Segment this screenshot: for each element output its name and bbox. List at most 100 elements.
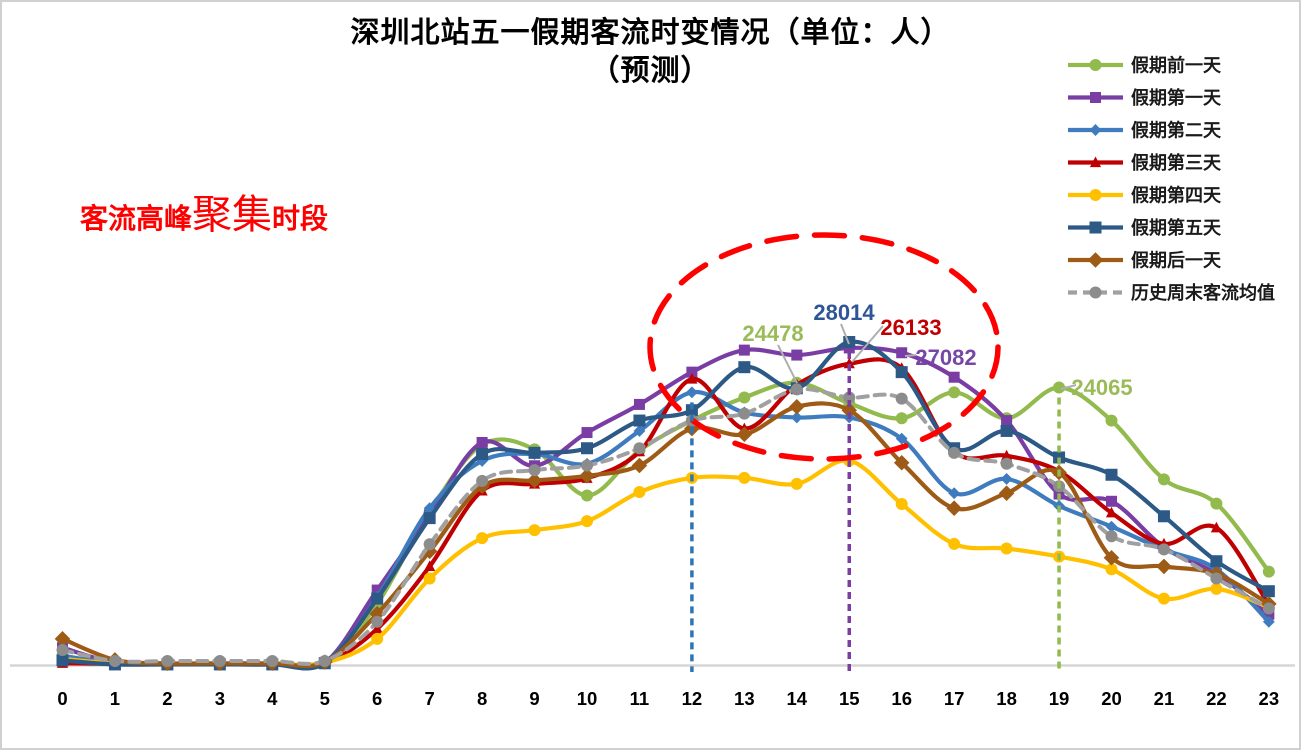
legend-marker-holiday-day5 [1089, 221, 1102, 234]
series-marker-historical-weekend-avg-h5 [318, 654, 331, 667]
x-axis-label-1: 1 [110, 688, 120, 709]
legend: 假期前一天假期第一天假期第二天假期第三天假期第四天假期第五天假期后一天历史周末客… [1068, 55, 1275, 303]
annotation-value-24065: 24065 [1071, 375, 1132, 400]
legend-label-holiday-day5: 假期第五天 [1131, 217, 1222, 238]
peak-highlight-ellipse [647, 232, 1001, 462]
series-marker-historical-weekend-avg-h13 [738, 407, 751, 420]
annotation-leader-28014 [840, 323, 850, 345]
legend-marker-holiday-day3 [1089, 156, 1102, 168]
series-marker-holiday-day1-h17 [948, 371, 960, 383]
series-marker-holiday-day4-h18 [1000, 542, 1013, 555]
annotation-value-24478: 24478 [742, 321, 803, 346]
series-marker-day-before-holiday-h23 [1262, 565, 1275, 578]
series-marker-historical-weekend-avg-h16 [895, 392, 908, 405]
series-marker-holiday-day5-h21 [1157, 510, 1170, 523]
x-axis-label-3: 3 [215, 688, 225, 709]
annotation-value-26133: 26133 [880, 315, 941, 340]
series-marker-holiday-day1-h14 [791, 349, 803, 361]
x-axis-label-18: 18 [996, 688, 1017, 709]
x-axis-label-15: 15 [839, 688, 860, 709]
series-marker-holiday-day2-h20 [1105, 520, 1118, 533]
legend-marker-day-after-holiday [1087, 252, 1104, 268]
annotation-27082: 27082 [904, 345, 977, 370]
x-axis-label-9: 9 [529, 688, 539, 709]
series-marker-holiday-day4-h14 [790, 477, 803, 490]
series-marker-holiday-day5-h10 [581, 442, 593, 455]
x-axis-label-23: 23 [1259, 688, 1280, 709]
series-marker-holiday-day4-h9 [528, 524, 541, 537]
legend-item-day-after-holiday: 假期后一天 [1068, 250, 1222, 271]
series-marker-historical-weekend-avg-h23 [1262, 602, 1275, 615]
x-axis-label-5: 5 [320, 688, 330, 709]
series-marker-historical-weekend-avg-h3 [213, 654, 226, 667]
legend-marker-holiday-day1 [1090, 92, 1101, 103]
series-marker-historical-weekend-avg-h20 [1105, 530, 1118, 543]
series-marker-holiday-day4-h20 [1105, 563, 1118, 576]
series-marker-holiday-day4-h11 [633, 486, 646, 499]
series-marker-holiday-day2-h18 [1000, 472, 1013, 485]
series-marker-historical-weekend-avg-h22 [1210, 572, 1223, 585]
series-marker-holiday-day1-h11 [633, 398, 645, 410]
series-marker-historical-weekend-avg-h10 [581, 459, 593, 472]
legend-item-holiday-day2: 假期第二天 [1068, 120, 1222, 141]
series-marker-historical-weekend-avg-h6 [371, 615, 384, 628]
legend-item-holiday-day5: 假期第五天 [1068, 217, 1222, 238]
series-marker-holiday-day5-h9 [528, 446, 541, 459]
legend-item-holiday-day1: 假期第一天 [1068, 87, 1222, 108]
series-marker-historical-weekend-avg-h17 [948, 446, 961, 459]
series-marker-holiday-day1-h12 [686, 366, 698, 378]
series-marker-day-before-holiday-h17 [948, 386, 961, 399]
legend-label-day-after-holiday: 假期后一天 [1131, 250, 1222, 271]
series-marker-day-after-holiday-h14 [789, 398, 805, 415]
series-marker-day-after-holiday-h21 [1156, 558, 1172, 575]
series-marker-holiday-day5-h8 [476, 448, 489, 461]
x-axis-label-4: 4 [267, 688, 278, 709]
series-line-day-after-holiday [60, 401, 1271, 669]
series-marker-holiday-day3-h15 [843, 357, 855, 369]
series-marker-holiday-day5-h11 [633, 414, 646, 427]
x-axis-label-11: 11 [630, 688, 650, 709]
annotation-leader-27082 [904, 354, 917, 357]
legend-item-holiday-day3: 假期第三天 [1068, 152, 1222, 173]
series-marker-historical-weekend-avg-h2 [161, 654, 174, 667]
series-marker-holiday-day3-h6 [371, 622, 383, 634]
x-axis-label-7: 7 [425, 688, 435, 709]
series-marker-holiday-day4-h13 [738, 471, 751, 484]
x-axis-label-2: 2 [162, 688, 172, 709]
series-marker-holiday-day5-h6 [371, 592, 384, 605]
series-marker-day-before-holiday-h10 [581, 489, 593, 502]
series-marker-holiday-day5-h18 [1000, 424, 1013, 437]
x-axis-label-12: 12 [682, 688, 703, 709]
series-marker-holiday-day3-h18 [1001, 449, 1013, 461]
series-marker-day-after-holiday-h18 [998, 485, 1015, 501]
series-marker-holiday-day2-h14 [790, 411, 803, 424]
x-axis-label-17: 17 [944, 688, 965, 709]
series-marker-day-before-holiday-h21 [1157, 473, 1170, 486]
series-marker-holiday-day4-h17 [948, 537, 961, 550]
series-marker-day-before-holiday-h16 [895, 412, 908, 425]
series-marker-holiday-day4-h8 [476, 532, 489, 545]
series-marker-historical-weekend-avg-h0 [56, 644, 69, 657]
series-marker-holiday-day5-h0 [56, 654, 69, 667]
series-marker-historical-weekend-avg-h4 [266, 654, 279, 667]
series-day-after-holiday [54, 398, 1277, 672]
series-marker-holiday-day5-h22 [1210, 555, 1223, 568]
series-marker-holiday-day5-h7 [423, 512, 436, 525]
series-marker-holiday-day1-h18 [1001, 415, 1013, 427]
x-axis-label-0: 0 [57, 688, 67, 709]
legend-item-historical-weekend-avg: 历史周末客流均值 [1068, 282, 1275, 303]
series-marker-holiday-day5-h13 [738, 361, 751, 374]
series-holiday-day4 [56, 454, 1275, 670]
series-marker-holiday-day5-h12 [685, 404, 698, 417]
legend-marker-day-before-holiday [1089, 59, 1102, 71]
legend-label-historical-weekend-avg: 历史周末客流均值 [1131, 282, 1275, 303]
legend-label-holiday-day3: 假期第三天 [1131, 152, 1222, 173]
series-marker-holiday-day5-h23 [1262, 585, 1275, 598]
series-marker-holiday-day4-h22 [1210, 582, 1223, 595]
legend-item-holiday-day4: 假期第四天 [1068, 185, 1222, 206]
series-marker-holiday-day2-h12 [685, 386, 698, 399]
x-axis-label-13: 13 [734, 688, 755, 709]
series-historical-weekend-avg [56, 383, 1275, 667]
series-marker-holiday-day4-h6 [371, 632, 384, 645]
